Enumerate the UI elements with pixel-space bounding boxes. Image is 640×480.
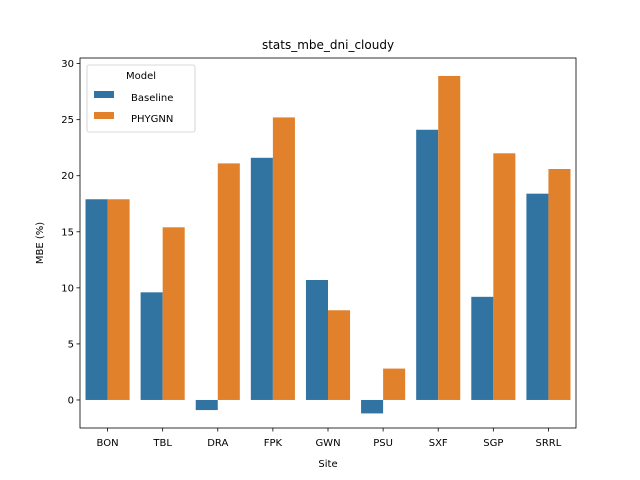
bar-baseline-srrl (526, 193, 549, 400)
bar-phygnn-fpk (272, 117, 295, 400)
chart-title: stats_mbe_dni_cloudy (262, 38, 394, 52)
x-tick-label: TBL (152, 438, 172, 449)
bar-phygnn-bon (107, 199, 130, 400)
bars-group (85, 75, 571, 414)
bar-baseline-bon (85, 199, 108, 400)
legend-title: Model (126, 71, 156, 82)
bar-phygnn-sgp (493, 153, 516, 400)
bar-baseline-fpk (250, 157, 273, 400)
x-tick-label: DRA (207, 438, 228, 449)
x-tick-label: SRRL (536, 438, 562, 449)
bar-phygnn-tbl (162, 227, 185, 400)
bar-phygnn-psu (383, 368, 406, 400)
x-tick-label: GWN (315, 438, 340, 449)
x-tick-label: PSU (373, 438, 393, 449)
y-axis-ticks: 0 5 10 15 20 25 30 (61, 59, 80, 406)
y-tick-label: 0 (68, 395, 74, 406)
legend-label-phygnn: PHYGNN (131, 114, 173, 125)
bar-phygnn-gwn (328, 310, 351, 400)
y-tick-label: 25 (61, 115, 74, 126)
y-tick-label: 10 (61, 283, 74, 294)
y-tick-label: 15 (61, 227, 74, 238)
y-tick-label: 30 (61, 59, 74, 70)
bar-baseline-dra (195, 399, 218, 411)
bar-baseline-psu (361, 399, 384, 414)
bar-baseline-tbl (140, 292, 163, 400)
y-tick-label: 20 (61, 171, 74, 182)
x-tick-label: SGP (483, 438, 503, 449)
legend-label-baseline: Baseline (131, 93, 173, 104)
legend-swatch-baseline (94, 91, 114, 98)
bar-baseline-sxf (416, 129, 439, 400)
x-tick-label: SXF (429, 438, 448, 449)
bar-phygnn-dra (217, 163, 240, 400)
legend: Model Baseline PHYGNN (86, 64, 196, 133)
plot-frame (79, 57, 577, 429)
y-axis-label: MBE (%) (35, 222, 46, 264)
y-tick-label: 5 (68, 339, 74, 350)
bar-phygnn-sxf (438, 75, 461, 400)
bar-baseline-sgp (471, 296, 494, 400)
bar-baseline-gwn (305, 280, 328, 400)
bar-phygnn-srrl (548, 169, 571, 400)
x-tick-label: FPK (264, 438, 283, 449)
x-axis-label: Site (318, 459, 337, 470)
x-tick-label: BON (97, 438, 119, 449)
x-axis-ticks: BON TBL DRA FPK GWN PSU SXF SGP SRRL (97, 428, 562, 449)
legend-swatch-phygnn (94, 112, 114, 119)
